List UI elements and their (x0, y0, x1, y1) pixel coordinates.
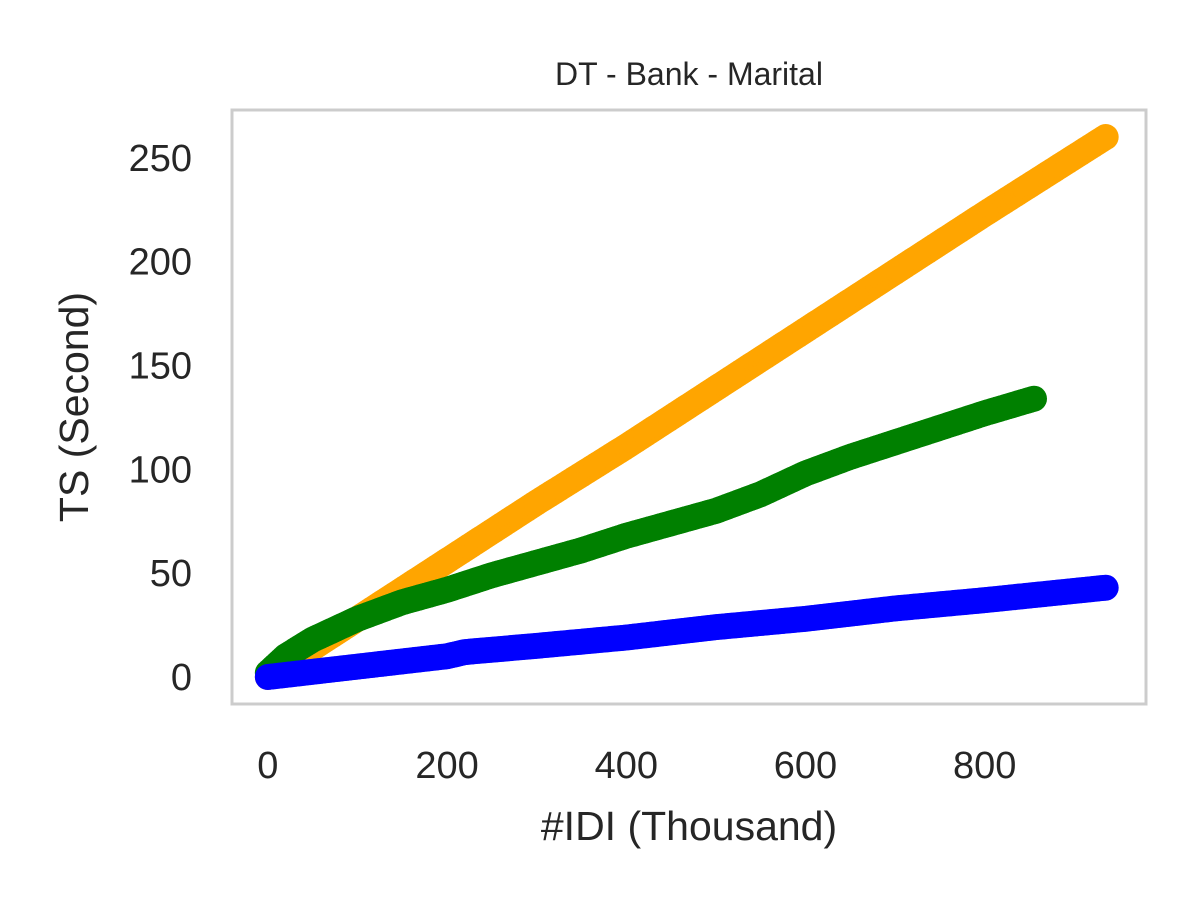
y-tick-label: 150 (129, 345, 192, 387)
x-axis-ticks: 0 200 400 600 800 (257, 745, 1016, 787)
plot-frame (230, 108, 1148, 706)
y-tick-label: 200 (129, 242, 192, 284)
x-tick-label: 0 (257, 745, 278, 787)
y-tick-label: 0 (171, 657, 192, 699)
x-tick-label: 200 (415, 745, 478, 787)
x-axis-label: #IDI (Thousand) (541, 803, 837, 849)
x-tick-label: 400 (595, 745, 658, 787)
series-1 (254, 385, 1047, 686)
data-point (1020, 385, 1047, 412)
y-axis-label: TS (Second) (51, 292, 97, 522)
data-point (1092, 124, 1119, 150)
y-axis-ticks: 0 50 100 150 200 250 (129, 138, 192, 699)
x-tick-label: 600 (774, 745, 837, 787)
y-tick-label: 50 (150, 553, 192, 595)
series-2 (254, 574, 1119, 690)
chart-title: DT - Bank - Marital (555, 56, 823, 92)
x-tick-label: 800 (953, 745, 1016, 787)
y-tick-label: 100 (129, 449, 192, 491)
data-point (1092, 574, 1119, 601)
y-tick-label: 250 (129, 138, 192, 180)
series-layer (254, 124, 1119, 690)
